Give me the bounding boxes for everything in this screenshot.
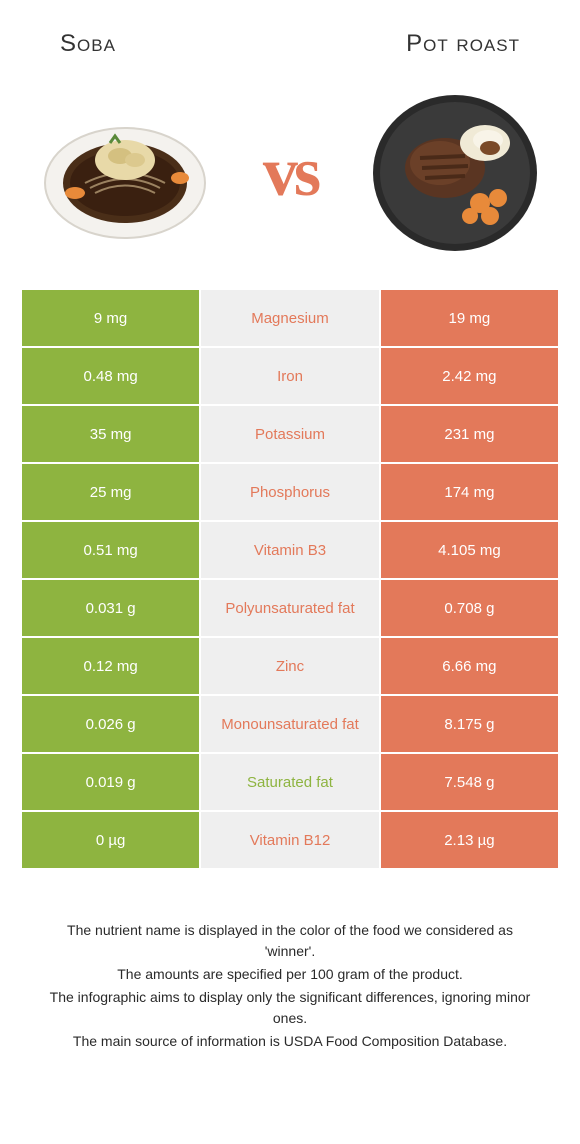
table-row: 0.48 mgIron2.42 mg xyxy=(21,347,559,405)
right-value: 4.105 mg xyxy=(380,521,559,579)
footer-line: The amounts are specified per 100 gram o… xyxy=(40,964,540,985)
left-value: 0.026 g xyxy=(21,695,200,753)
left-value: 0.48 mg xyxy=(21,347,200,405)
nutrient-name: Magnesium xyxy=(200,289,380,347)
pot-roast-image xyxy=(370,88,540,258)
nutrient-name: Phosphorus xyxy=(200,463,380,521)
left-value: 25 mg xyxy=(21,463,200,521)
left-value: 0.51 mg xyxy=(21,521,200,579)
table-row: 0.51 mgVitamin B34.105 mg xyxy=(21,521,559,579)
images-row: vs xyxy=(0,68,580,288)
nutrient-name: Monounsaturated fat xyxy=(200,695,380,753)
table-row: 0.031 gPolyunsaturated fat0.708 g xyxy=(21,579,559,637)
nutrient-name: Saturated fat xyxy=(200,753,380,811)
right-value: 8.175 g xyxy=(380,695,559,753)
nutrient-table: 9 mgMagnesium19 mg0.48 mgIron2.42 mg35 m… xyxy=(20,288,560,870)
table-row: 0.12 mgZinc6.66 mg xyxy=(21,637,559,695)
right-value: 2.13 µg xyxy=(380,811,559,869)
nutrient-name: Iron xyxy=(200,347,380,405)
left-value: 0.019 g xyxy=(21,753,200,811)
left-value: 0 µg xyxy=(21,811,200,869)
nutrient-name: Potassium xyxy=(200,405,380,463)
nutrient-name: Vitamin B3 xyxy=(200,521,380,579)
footer-line: The main source of information is USDA F… xyxy=(40,1031,540,1052)
table-row: 35 mgPotassium231 mg xyxy=(21,405,559,463)
table-row: 25 mgPhosphorus174 mg xyxy=(21,463,559,521)
right-value: 0.708 g xyxy=(380,579,559,637)
vs-label: vs xyxy=(263,133,317,213)
left-value: 35 mg xyxy=(21,405,200,463)
left-value: 0.12 mg xyxy=(21,637,200,695)
nutrient-name: Vitamin B12 xyxy=(200,811,380,869)
table-row: 0.019 gSaturated fat7.548 g xyxy=(21,753,559,811)
nutrient-name: Zinc xyxy=(200,637,380,695)
left-value: 0.031 g xyxy=(21,579,200,637)
right-value: 2.42 mg xyxy=(380,347,559,405)
left-food-title: Soba xyxy=(60,30,116,58)
soba-image xyxy=(40,88,210,258)
header-row: Soba Pot roast xyxy=(0,0,580,68)
left-value: 9 mg xyxy=(21,289,200,347)
right-value: 231 mg xyxy=(380,405,559,463)
table-row: 0 µgVitamin B122.13 µg xyxy=(21,811,559,869)
footer-notes: The nutrient name is displayed in the co… xyxy=(0,870,580,1052)
right-value: 6.66 mg xyxy=(380,637,559,695)
right-value: 19 mg xyxy=(380,289,559,347)
right-value: 7.548 g xyxy=(380,753,559,811)
right-food-title: Pot roast xyxy=(406,30,520,58)
table-row: 9 mgMagnesium19 mg xyxy=(21,289,559,347)
footer-line: The infographic aims to display only the… xyxy=(40,987,540,1029)
footer-line: The nutrient name is displayed in the co… xyxy=(40,920,540,962)
right-value: 174 mg xyxy=(380,463,559,521)
table-row: 0.026 gMonounsaturated fat8.175 g xyxy=(21,695,559,753)
nutrient-name: Polyunsaturated fat xyxy=(200,579,380,637)
